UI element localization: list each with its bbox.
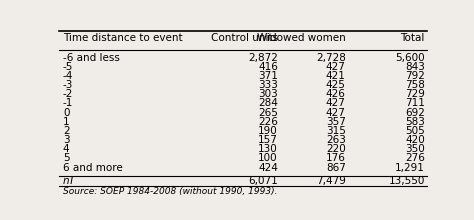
Text: Control units: Control units bbox=[211, 33, 278, 43]
Text: 416: 416 bbox=[258, 62, 278, 72]
Text: 2: 2 bbox=[63, 126, 70, 136]
Text: 350: 350 bbox=[405, 144, 425, 154]
Text: 420: 420 bbox=[405, 135, 425, 145]
Text: 729: 729 bbox=[405, 89, 425, 99]
Text: Total: Total bbox=[401, 33, 425, 43]
Text: 263: 263 bbox=[326, 135, 346, 145]
Text: -1: -1 bbox=[63, 99, 73, 108]
Text: 5: 5 bbox=[63, 153, 70, 163]
Text: -5: -5 bbox=[63, 62, 73, 72]
Text: 265: 265 bbox=[258, 108, 278, 118]
Text: 333: 333 bbox=[258, 80, 278, 90]
Text: 427: 427 bbox=[326, 99, 346, 108]
Text: 284: 284 bbox=[258, 99, 278, 108]
Text: 13,550: 13,550 bbox=[388, 176, 425, 186]
Text: 421: 421 bbox=[326, 71, 346, 81]
Text: 100: 100 bbox=[258, 153, 278, 163]
Text: 2,728: 2,728 bbox=[316, 53, 346, 63]
Text: 6,071: 6,071 bbox=[248, 176, 278, 186]
Text: -2: -2 bbox=[63, 89, 73, 99]
Text: 276: 276 bbox=[405, 153, 425, 163]
Text: 357: 357 bbox=[326, 117, 346, 127]
Text: 843: 843 bbox=[405, 62, 425, 72]
Text: 424: 424 bbox=[258, 163, 278, 172]
Text: 176: 176 bbox=[326, 153, 346, 163]
Text: -6 and less: -6 and less bbox=[63, 53, 120, 63]
Text: -3: -3 bbox=[63, 80, 73, 90]
Text: 4: 4 bbox=[63, 144, 70, 154]
Text: 692: 692 bbox=[405, 108, 425, 118]
Text: 505: 505 bbox=[405, 126, 425, 136]
Text: 190: 190 bbox=[258, 126, 278, 136]
Text: 220: 220 bbox=[326, 144, 346, 154]
Text: 7,479: 7,479 bbox=[316, 176, 346, 186]
Text: 583: 583 bbox=[405, 117, 425, 127]
Text: -4: -4 bbox=[63, 71, 73, 81]
Text: 6 and more: 6 and more bbox=[63, 163, 123, 172]
Text: 425: 425 bbox=[326, 80, 346, 90]
Text: 315: 315 bbox=[326, 126, 346, 136]
Text: Source: SOEP 1984-2008 (without 1990, 1993).: Source: SOEP 1984-2008 (without 1990, 19… bbox=[63, 187, 277, 196]
Text: 371: 371 bbox=[258, 71, 278, 81]
Text: 426: 426 bbox=[326, 89, 346, 99]
Text: 792: 792 bbox=[405, 71, 425, 81]
Text: 3: 3 bbox=[63, 135, 70, 145]
Text: nT: nT bbox=[63, 176, 76, 186]
Text: 2,872: 2,872 bbox=[248, 53, 278, 63]
Text: 0: 0 bbox=[63, 108, 69, 118]
Text: 5,600: 5,600 bbox=[395, 53, 425, 63]
Text: 226: 226 bbox=[258, 117, 278, 127]
Text: 711: 711 bbox=[405, 99, 425, 108]
Text: 130: 130 bbox=[258, 144, 278, 154]
Text: 758: 758 bbox=[405, 80, 425, 90]
Text: 157: 157 bbox=[258, 135, 278, 145]
Text: 303: 303 bbox=[258, 89, 278, 99]
Text: 427: 427 bbox=[326, 62, 346, 72]
Text: Widowed women: Widowed women bbox=[257, 33, 346, 43]
Text: 427: 427 bbox=[326, 108, 346, 118]
Text: 867: 867 bbox=[326, 163, 346, 172]
Text: 1: 1 bbox=[63, 117, 70, 127]
Text: 1,291: 1,291 bbox=[395, 163, 425, 172]
Text: Time distance to event: Time distance to event bbox=[63, 33, 182, 43]
